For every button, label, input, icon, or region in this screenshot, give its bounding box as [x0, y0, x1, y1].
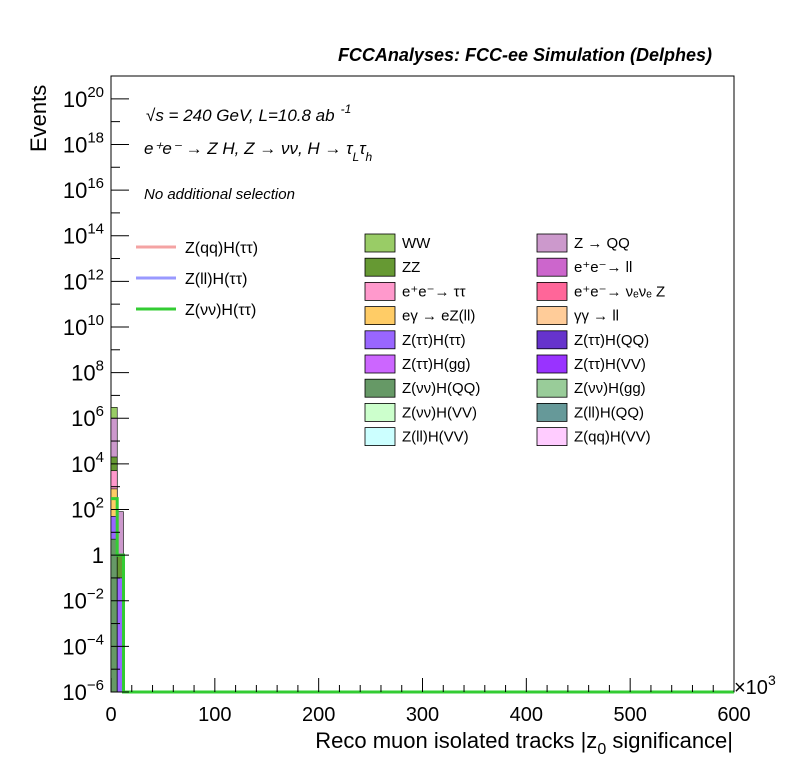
x-tick-label: 300	[406, 704, 439, 726]
y-tick-label: 10−6	[62, 677, 104, 705]
x-multiplier: ×103	[734, 672, 776, 699]
legend-label-signal-1: Z(ll)H(ττ)	[185, 271, 247, 288]
y-tick-label: 1	[92, 543, 104, 568]
annotation-selection: No additional selection	[144, 186, 295, 203]
legend-label-bkg-9: Z(ττ)H(QQ)	[574, 332, 649, 349]
header-title: FCCAnalyses: FCC-ee Simulation (Delphes)	[338, 45, 712, 65]
x-axis-title: Reco muon isolated tracks |z0 significan…	[315, 728, 733, 758]
legend-label-bkg-3: e⁺e⁻→ ll	[574, 259, 632, 276]
legend-label-bkg-1: Z → QQ	[574, 235, 630, 252]
y-axis-title: Events	[26, 85, 51, 152]
legend-swatch-3	[536, 257, 568, 277]
signal-line-zvv	[111, 497, 734, 694]
y-tick-label: 104	[71, 449, 104, 477]
annotation-energy: √s = 240 GeV, L=10.8 ab -1	[146, 102, 351, 125]
y-tick-label: 10−2	[62, 586, 104, 614]
y-tick-label: 102	[71, 494, 104, 522]
x-tick-label: 500	[613, 704, 646, 726]
legend-swatch-17	[536, 427, 568, 447]
legend-label-signal-0: Z(qq)H(ττ)	[185, 240, 258, 257]
legend-swatch-14	[364, 402, 396, 422]
legend-backgrounds: WW Z → QQ ZZ e⁺e⁻→ ll e⁺e⁻→ ττ e⁺e⁻→ νₑνₑ Z eγ…	[364, 233, 665, 447]
y-tick-label: 1010	[63, 312, 104, 340]
y-tick-label: 1012	[63, 266, 104, 294]
legend-swatch-13	[536, 378, 568, 398]
legend-label-bkg-11: Z(ττ)H(VV)	[574, 356, 646, 373]
legend-label-signal-2: Z(νν)H(ττ)	[185, 302, 256, 319]
y-tick-label: 10−4	[62, 631, 104, 659]
legend-swatch-8	[364, 330, 396, 350]
legend-swatch-11	[536, 354, 568, 374]
legend-swatch-16	[364, 427, 396, 447]
y-tick-label: 1020	[63, 84, 104, 112]
legend-swatch-4	[364, 281, 396, 301]
legend-label-bkg-4: e⁺e⁻→ ττ	[402, 283, 466, 300]
y-axis-ticks: 10−6 10−4 10−2 1 102 104 106 108 1010 1012 1014 101…	[62, 75, 129, 705]
legend-label-bkg-15: Z(ll)H(QQ)	[574, 404, 644, 421]
legend-swatch-6	[364, 306, 396, 326]
legend-swatch-2	[364, 257, 396, 277]
y-tick-label: 1014	[63, 221, 104, 249]
legend-label-bkg-13: Z(νν)H(gg)	[574, 380, 646, 397]
legend-label-bkg-17: Z(qq)H(VV)	[574, 429, 651, 446]
legend-swatch-15	[536, 402, 568, 422]
legend-swatch-7	[536, 306, 568, 326]
legend-signals: Z(qq)H(ττ) Z(ll)H(ττ) Z(νν)H(ττ)	[136, 240, 258, 319]
y-tick-label: 108	[71, 358, 104, 386]
legend-swatch-9	[536, 330, 568, 350]
x-axis-ticks: 0 100 200 300 400 500 600	[105, 678, 751, 726]
legend-label-bkg-0: WW	[402, 235, 431, 252]
legend-swatch-12	[364, 378, 396, 398]
legend-swatch-10	[364, 354, 396, 374]
legend-label-bkg-8: Z(ττ)H(ττ)	[402, 332, 466, 349]
legend-swatch-1	[536, 233, 568, 253]
legend-label-bkg-12: Z(νν)H(QQ)	[402, 380, 480, 397]
x-tick-label: 100	[198, 704, 231, 726]
y-tick-label: 106	[71, 403, 104, 431]
x-tick-label: 0	[105, 704, 116, 726]
legend-label-bkg-10: Z(ττ)H(gg)	[402, 356, 471, 373]
x-tick-label: 600	[717, 704, 750, 726]
annotation-process: e⁺e⁻ → Z H, Z → νν, H → τLτh	[144, 139, 373, 164]
y-tick-label: 1016	[63, 175, 104, 203]
legend-label-bkg-2: ZZ	[402, 259, 420, 276]
legend-swatch-0	[364, 233, 396, 253]
legend-label-bkg-5: e⁺e⁻→ νₑνₑ Z	[574, 283, 665, 300]
x-tick-label: 400	[510, 704, 543, 726]
legend-label-bkg-14: Z(νν)H(VV)	[402, 404, 477, 421]
legend-swatch-5	[536, 281, 568, 301]
legend-label-bkg-6: eγ → eZ(ll)	[402, 308, 475, 325]
legend-label-bkg-16: Z(ll)H(VV)	[402, 429, 469, 446]
x-tick-label: 200	[302, 704, 335, 726]
legend-label-bkg-7: γγ → ll	[574, 308, 619, 325]
y-tick-label: 1018	[63, 129, 104, 157]
